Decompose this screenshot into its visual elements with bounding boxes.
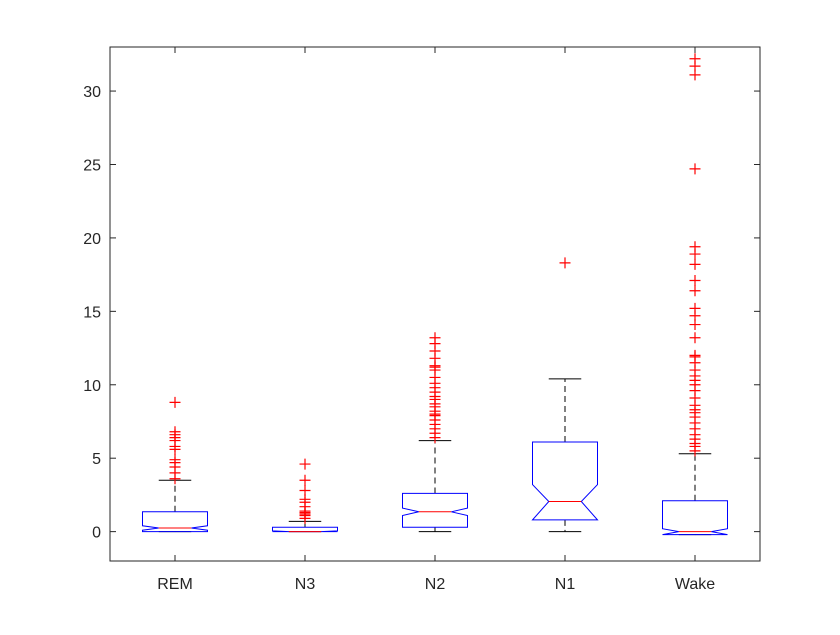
box-body: [662, 500, 728, 536]
x-tick-label: N1: [555, 576, 576, 593]
y-tick-label: 5: [92, 451, 101, 468]
x-tick-label: REM: [157, 576, 193, 593]
box-group-n2: [402, 332, 468, 533]
box-body: [272, 526, 338, 533]
outlier-point: [689, 163, 701, 175]
box-group-wake: [662, 53, 728, 536]
outlier-point: [689, 302, 701, 314]
box-group-n1: [531, 257, 599, 533]
outlier-point: [689, 53, 701, 65]
outlier-point: [169, 454, 181, 466]
outlier-point: [689, 349, 701, 361]
outlier-point: [689, 258, 701, 270]
outlier-point: [559, 257, 571, 269]
y-tick-label: 10: [83, 378, 101, 395]
x-tick-label: Wake: [675, 576, 715, 593]
outlier-point: [169, 426, 181, 438]
outlier-point: [299, 474, 311, 486]
box-group-n3: [272, 458, 338, 533]
box-group-rem: [142, 396, 208, 533]
box-body: [402, 492, 468, 528]
axes-background: [110, 47, 760, 561]
outlier-point: [299, 485, 311, 497]
box-body: [531, 441, 599, 521]
outlier-point: [689, 285, 701, 297]
outlier-point: [429, 332, 441, 344]
outlier-point: [689, 241, 701, 253]
outlier-point: [299, 458, 311, 470]
box-body: [142, 511, 208, 533]
axes-box: [109, 46, 761, 562]
y-tick-label: 0: [92, 525, 101, 542]
outlier-point: [169, 396, 181, 408]
y-tick-label: 15: [83, 304, 101, 321]
y-tick-label: 20: [83, 231, 101, 248]
y-tick-label: 25: [83, 157, 101, 174]
x-tick-label: N3: [295, 576, 316, 593]
y-tick-label: 30: [83, 84, 101, 101]
outlier-point: [689, 332, 701, 344]
outlier-point: [689, 275, 701, 287]
x-tick-label: N2: [425, 576, 446, 593]
